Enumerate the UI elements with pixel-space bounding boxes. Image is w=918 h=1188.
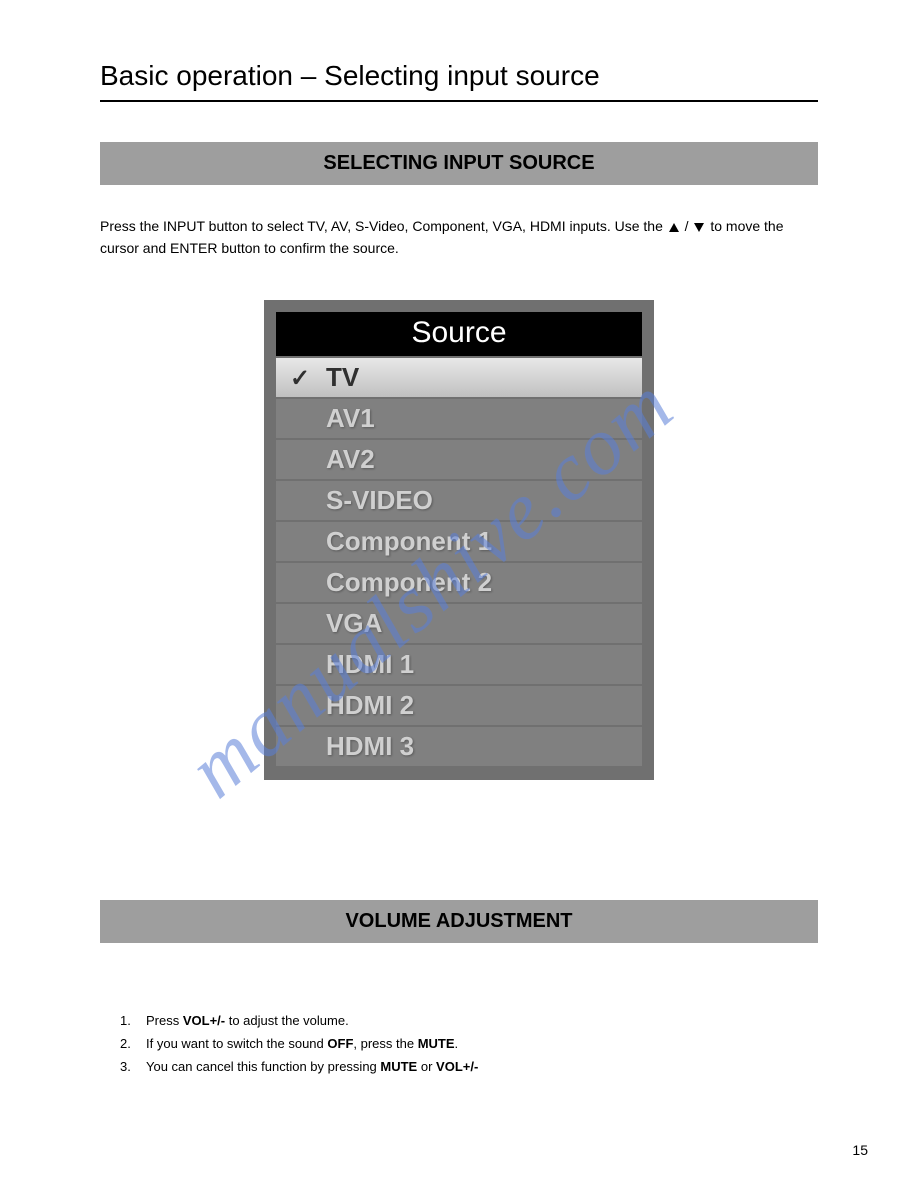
- list-item: 3.You can cancel this function by pressi…: [120, 1059, 818, 1074]
- source-item-label: VGA: [326, 608, 382, 638]
- list-text: You can cancel this function by pressing…: [146, 1059, 818, 1074]
- arrow-down-icon: [694, 223, 704, 232]
- section-header-input-source: SELECTING INPUT SOURCE: [100, 142, 818, 185]
- source-item-label: S-VIDEO: [326, 485, 433, 515]
- source-item-label: Component 2: [326, 567, 492, 597]
- source-item-hdmi-2[interactable]: HDMI 2: [276, 686, 642, 725]
- list-text: Press VOL+/- to adjust the volume.: [146, 1013, 818, 1028]
- source-menu-title: Source: [276, 312, 642, 356]
- source-item-av2[interactable]: AV2: [276, 440, 642, 479]
- input-source-description: Press the INPUT button to select TV, AV,…: [100, 215, 818, 260]
- source-item-label: HDMI 2: [326, 690, 414, 720]
- source-item-vga[interactable]: VGA: [276, 604, 642, 643]
- list-number: 2.: [120, 1036, 146, 1051]
- source-item-av1[interactable]: AV1: [276, 399, 642, 438]
- section-header-volume: VOLUME ADJUSTMENT: [100, 900, 818, 943]
- source-item-label: HDMI 3: [326, 731, 414, 761]
- source-item-label: HDMI 1: [326, 649, 414, 679]
- arrow-up-icon: [669, 223, 679, 232]
- source-item-label: AV1: [326, 403, 375, 433]
- body-text-mid: /: [681, 218, 693, 234]
- source-item-label: Component 1: [326, 526, 492, 556]
- source-item-tv[interactable]: ✓ TV: [276, 358, 642, 397]
- source-menu: Source ✓ TV AV1 AV2 S-VIDEO Component 1 Compon…: [264, 300, 654, 780]
- source-item-label: TV: [326, 362, 359, 392]
- list-number: 1.: [120, 1013, 146, 1028]
- list-number: 3.: [120, 1059, 146, 1074]
- volume-instructions-list: 1.Press VOL+/- to adjust the volume.2.If…: [100, 1013, 818, 1074]
- list-item: 2.If you want to switch the sound OFF, p…: [120, 1036, 818, 1051]
- body-text-pre: Press the INPUT button to select TV, AV,…: [100, 218, 667, 234]
- list-item: 1.Press VOL+/- to adjust the volume.: [120, 1013, 818, 1028]
- page-title: Basic operation – Selecting input source: [100, 60, 818, 102]
- source-item-hdmi-3[interactable]: HDMI 3: [276, 727, 642, 766]
- source-item-label: AV2: [326, 444, 375, 474]
- source-item-s-video[interactable]: S-VIDEO: [276, 481, 642, 520]
- list-text: If you want to switch the sound OFF, pre…: [146, 1036, 818, 1051]
- source-menu-container: Source ✓ TV AV1 AV2 S-VIDEO Component 1 Compon…: [100, 300, 818, 780]
- source-item-component-1[interactable]: Component 1: [276, 522, 642, 561]
- source-item-component-2[interactable]: Component 2: [276, 563, 642, 602]
- page-number: 15: [852, 1142, 868, 1158]
- source-item-hdmi-1[interactable]: HDMI 1: [276, 645, 642, 684]
- checkmark-icon: ✓: [290, 364, 310, 393]
